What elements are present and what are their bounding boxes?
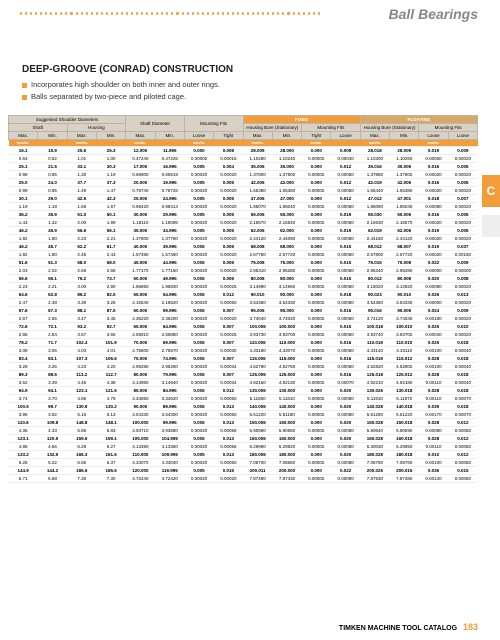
- th-col: Tight: [302, 132, 331, 140]
- table-row: 25.024.037.737.320.00019.9950.0050.00542…: [9, 179, 478, 187]
- table-row: 89.388.6113.2112.780.00079.9950.0060.007…: [9, 371, 478, 379]
- th-col: Max.: [67, 132, 96, 140]
- table-row: 25.121.533.130.317.00016.9950.0050.00435…: [9, 163, 478, 171]
- th-mfits2: Mounting Fits: [302, 124, 361, 132]
- table-row: 3.083.064.034.012.756002.755700.000200.0…: [9, 347, 478, 355]
- th-col: Min.: [390, 132, 419, 140]
- data-table-wrap: Suggested Shoulder Diameters Shaft Diame…: [8, 115, 478, 483]
- table-row: 2.672.653.473.452.362202.362000.000200.0…: [9, 315, 478, 323]
- table-row: 2.472.483.393.262.165402.165200.000200.0…: [9, 299, 478, 307]
- th-hb1: Housing Bore (Stationary): [243, 124, 302, 132]
- th-col: Loose: [184, 132, 213, 140]
- table-row: 51.651.368.068.045.00044.9950.0060.00675…: [9, 259, 478, 267]
- side-tab: C: [482, 175, 500, 207]
- table-row: 0.990.951.491.470.787400.787260.000200.0…: [9, 187, 478, 195]
- section-title: DEEP-GROOVE (CONRAD) CONSTRUCTION: [22, 64, 233, 75]
- th-col: Max.: [360, 132, 389, 140]
- table-body: mm/in.mm/in.mm/in.mm/in.mm/in.mm/in.mm/i…: [9, 140, 478, 483]
- th-cols-row: Max.Min.Max.Min.Max.Min.LooseTightMax.Mi…: [9, 132, 478, 140]
- bullet-2: Balls separated by two-piece and piloted…: [31, 92, 186, 101]
- table-row: 4.364.335.865.833.937103.936800.000200.0…: [9, 427, 478, 435]
- th-shaft: Shaft: [9, 124, 68, 132]
- table-row: 0.640.621.011.000.472400.472260.000000.0…: [9, 155, 478, 163]
- th-col: Min.: [38, 132, 67, 140]
- table-row: 56.656.176.273.750.00049.9950.0060.00680…: [9, 275, 478, 283]
- th-mfits3: Mounting Fits: [419, 124, 478, 132]
- table-row: 46.245.762.261.740.00039.9950.0060.00668…: [9, 243, 478, 251]
- th-col: Max.: [126, 132, 155, 140]
- th-col: Loose: [419, 132, 448, 140]
- table-row: 16.115.925.625.312.00011.9950.0000.00828…: [9, 147, 478, 155]
- table-row: 5.255.226.556.374.330704.330400.000200.0…: [9, 459, 478, 467]
- table-row: 94.994.1123.1121.585.00084.9950.0060.012…: [9, 387, 478, 395]
- th-col: Min.: [272, 132, 301, 140]
- table-row: 2.862.843.673.652.559102.558800.000200.0…: [9, 331, 478, 339]
- footer-page: 183: [463, 622, 478, 632]
- th-fixed: FIXED: [243, 116, 360, 124]
- table-row: 64.662.886.282.555.00054.9950.0060.01290…: [9, 291, 478, 299]
- footer-text: TIMKEN MACHINE TOOL CATALOG: [339, 625, 457, 632]
- table-row: 2.032.022.682.681.771701.771500.000200.0…: [9, 267, 478, 275]
- table-row: 46.245.956.656.135.00034.9950.0050.00562…: [9, 227, 478, 235]
- bearing-icon: [482, 215, 500, 237]
- table-row: 3.293.264.234.202.952802.952600.000200.0…: [9, 363, 478, 371]
- table-row: 1.821.802.452.431.574801.574600.000200.0…: [9, 251, 478, 259]
- data-table: Suggested Shoulder Diameters Shaft Diame…: [8, 115, 478, 483]
- th-ssd: Suggested Shoulder Diameters: [9, 116, 126, 124]
- table-row: 100.599.7130.9130.290.00089.9950.0060.01…: [9, 403, 478, 411]
- table-row: 1.821.802.232.211.378001.377800.000200.0…: [9, 235, 478, 243]
- section-bullets: Incorporates high shoulder on both inner…: [22, 80, 220, 104]
- table-row: 123.1120.5159.6159.1105.000104.9950.0060…: [9, 435, 478, 443]
- th-housing: Housing: [67, 124, 126, 132]
- th-float: FLOATING: [360, 116, 477, 124]
- th-col: Max.: [243, 132, 272, 140]
- table-row: 3.963.925.155.133.543303.543000.000200.0…: [9, 411, 478, 419]
- table-row: 1.191.181.681.670.984200.984140.000200.0…: [9, 203, 478, 211]
- table-row: 4.854.666.286.274.133904.133600.000200.0…: [9, 443, 478, 451]
- table-row: 5.715.687.357.304.724404.724200.000200.0…: [9, 475, 478, 483]
- th-col: Min.: [96, 132, 125, 140]
- table-row: 110.6109.8148.8148.1100.00099.9950.0060.…: [9, 419, 478, 427]
- page-footer: TIMKEN MACHINE TOOL CATALOG 183: [339, 622, 478, 632]
- th-shaftd: Shaft Diameter: [126, 116, 185, 132]
- table-row: 72.672.193.292.765.00064.9950.0060.00710…: [9, 323, 478, 331]
- table-row: 78.271.7102.4101.970.00069.9950.0060.007…: [9, 339, 478, 347]
- header-dots: [20, 12, 320, 15]
- table-row: 36.235.951.050.130.00029.9950.0050.00555…: [9, 211, 478, 219]
- page-header-title: Ball Bearings: [389, 6, 478, 22]
- table-row: 2.232.213.002.901.968501.968300.000200.0…: [9, 283, 478, 291]
- th-col: Loose: [331, 132, 360, 140]
- th-mfits1: Mounting Fits: [184, 116, 243, 132]
- table-row: 3.523.494.464.383.149603.149400.000200.0…: [9, 379, 478, 387]
- table-row: 1.431.422.001.991.181101.180960.000200.0…: [9, 219, 478, 227]
- th-col: Min.: [155, 132, 184, 140]
- table-row: 3.743.704.854.793.346503.346200.000200.0…: [9, 395, 478, 403]
- th-col: Tight: [214, 132, 243, 140]
- th-col: Loose: [448, 132, 477, 140]
- th-col: Max.: [9, 132, 38, 140]
- table-row: 0.980.851.301.190.669000.668190.000200.0…: [9, 171, 478, 179]
- table-row: 133.2132.5166.3161.5110.000109.9950.0050…: [9, 451, 478, 459]
- bullet-1: Incorporates high shoulder on both inner…: [31, 80, 220, 89]
- table-row: 144.9144.2186.6185.5120.000119.9950.0050…: [9, 467, 478, 475]
- table-row: 67.667.388.187.560.00059.9950.0060.00795…: [9, 307, 478, 315]
- table-row: 83.483.1107.3106.675.00074.9950.0060.007…: [9, 355, 478, 363]
- table-row: 30.129.042.642.325.00024.9950.0050.00547…: [9, 195, 478, 203]
- th-hb2: Housing Bore (Stationary): [360, 124, 419, 132]
